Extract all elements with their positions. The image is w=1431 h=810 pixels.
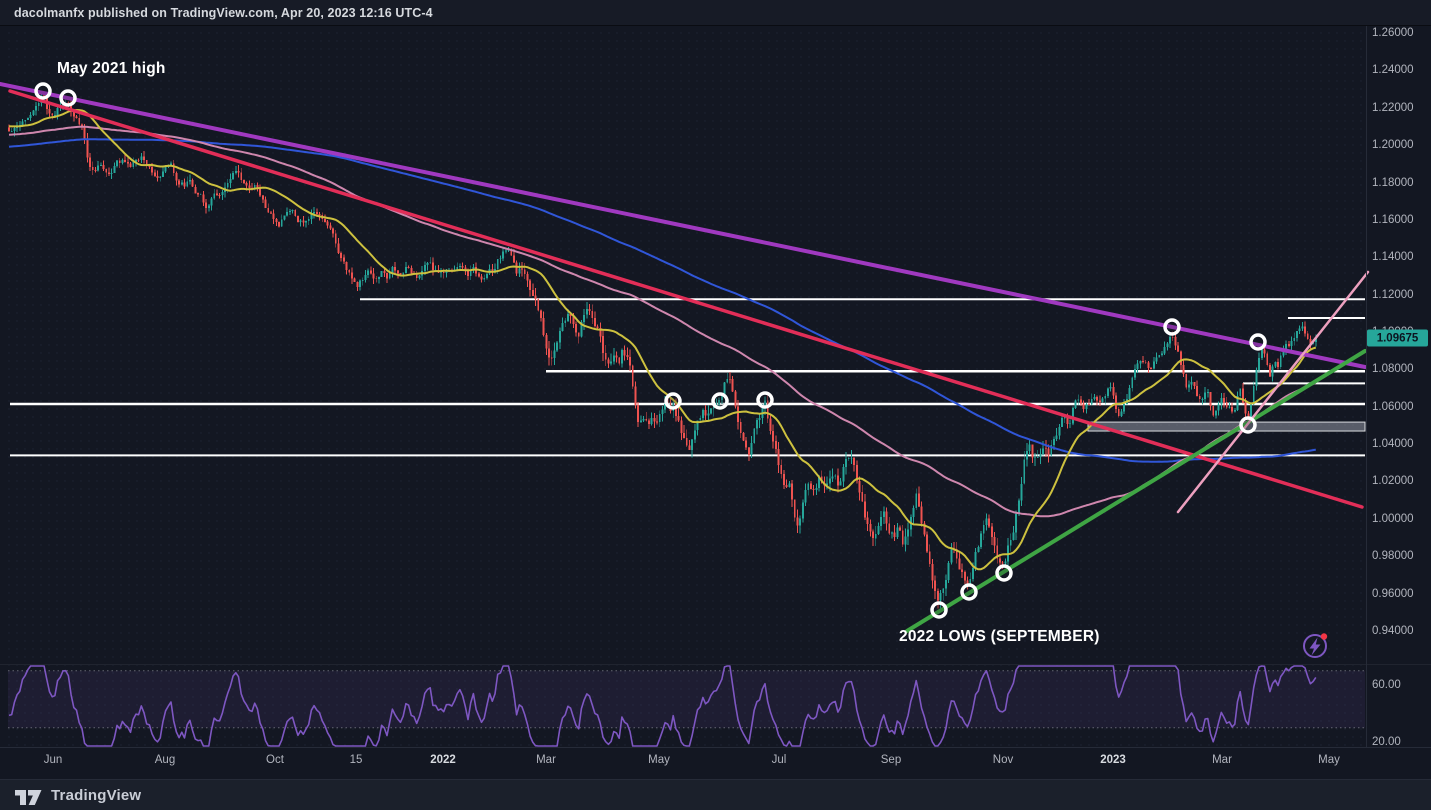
time-tick: Jul xyxy=(771,754,787,766)
rsi-tick: 60.00 xyxy=(1372,679,1401,691)
time-tick: Sep xyxy=(880,754,902,766)
time-tick: Mar xyxy=(536,754,556,766)
swing-marker-circle xyxy=(711,392,729,410)
time-tick: 2022 xyxy=(430,754,456,766)
published-text: dacolmanfx published on TradingView.com,… xyxy=(14,5,433,20)
tradingview-logo-icon[interactable] xyxy=(13,784,43,806)
brand-text[interactable]: TradingView xyxy=(51,786,142,804)
price-tick: 1.00000 xyxy=(1372,513,1414,525)
time-tick: 2023 xyxy=(1100,754,1126,766)
last-price-label: 1.09675 xyxy=(1367,329,1428,347)
price-tick: 1.22000 xyxy=(1372,102,1414,114)
swing-marker-circle xyxy=(1249,333,1267,351)
price-tick: 0.94000 xyxy=(1372,625,1414,637)
price-tick: 1.12000 xyxy=(1372,289,1414,301)
sma-100 xyxy=(8,125,1317,518)
time-tick: Mar xyxy=(1212,754,1232,766)
ascending-channel-pink xyxy=(1176,270,1370,514)
swing-marker-circle xyxy=(930,601,948,619)
ascending-support-green xyxy=(905,349,1367,633)
time-tick: Aug xyxy=(154,754,176,766)
swing-marker-circle xyxy=(756,391,774,409)
price-tick: 1.18000 xyxy=(1372,177,1414,189)
time-tick: Oct xyxy=(266,754,284,766)
descending-resistance-crimson xyxy=(8,89,1364,509)
price-tick: 1.14000 xyxy=(1372,251,1414,263)
price-tick: 0.96000 xyxy=(1372,588,1414,600)
price-tick: 1.16000 xyxy=(1372,214,1414,226)
price-tick: 1.02000 xyxy=(1372,475,1414,487)
swing-marker-circle xyxy=(664,392,682,410)
sma-21 xyxy=(8,109,1317,571)
swing-marker-circle xyxy=(34,82,52,100)
swing-marker-circle xyxy=(995,564,1013,582)
price-tick: 0.98000 xyxy=(1372,550,1414,562)
swing-marker-circle xyxy=(1163,318,1181,336)
price-tick: 1.04000 xyxy=(1372,438,1414,450)
time-tick: 15 xyxy=(349,754,363,766)
flash-icon[interactable] xyxy=(1303,633,1328,658)
price-tick: 1.20000 xyxy=(1372,139,1414,151)
price-tick: 1.08000 xyxy=(1372,363,1414,375)
header-bar: dacolmanfx published on TradingView.com,… xyxy=(0,0,1431,26)
footer-bar: TradingView xyxy=(0,779,1431,810)
annotation-may-2021-high: May 2021 high xyxy=(57,60,166,77)
sma-200 xyxy=(8,138,1316,463)
time-tick: May xyxy=(1318,754,1340,766)
time-tick: Jun xyxy=(43,754,63,766)
descending-resistance-purple xyxy=(0,82,1367,369)
annotation-2022-lows: 2022 LOWS (SEPTEMBER) xyxy=(899,628,1100,645)
price-tick: 1.26000 xyxy=(1372,27,1414,39)
swing-marker-circle xyxy=(59,89,77,107)
swing-marker-circle xyxy=(1239,416,1257,434)
time-tick: May xyxy=(648,754,670,766)
swing-marker-circle xyxy=(960,583,978,601)
rsi-line xyxy=(8,665,1317,747)
price-tick: 1.06000 xyxy=(1372,401,1414,413)
time-tick: Nov xyxy=(992,754,1014,766)
rsi-tick: 20.00 xyxy=(1372,736,1401,748)
price-tick: 1.24000 xyxy=(1372,64,1414,76)
